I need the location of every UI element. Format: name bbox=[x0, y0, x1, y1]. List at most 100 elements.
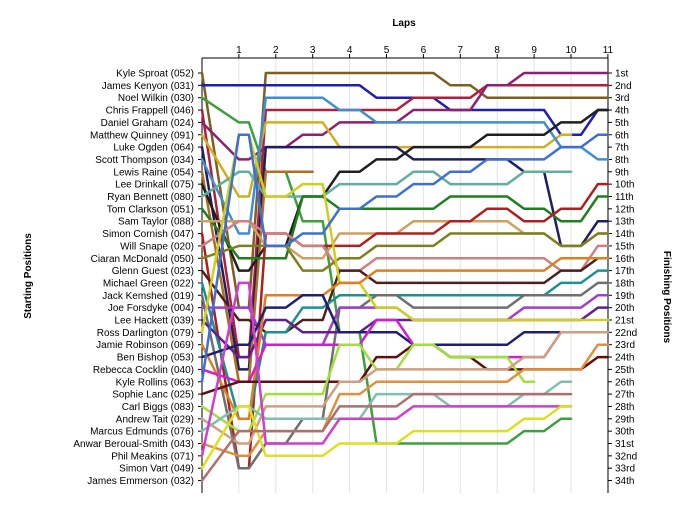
driver-series-line-23 bbox=[200, 257, 610, 421]
top-axis-title: Laps bbox=[392, 18, 416, 29]
lap-tick-label: 8 bbox=[494, 45, 500, 56]
driver-series-line-29 bbox=[200, 331, 610, 445]
finishing-position-label: 5th bbox=[615, 118, 629, 129]
starting-position-label: Anwar Beroual-Smith (043) bbox=[73, 439, 194, 450]
starting-position-label: Lewis Raine (054) bbox=[113, 167, 194, 178]
driver-series-line-1 bbox=[200, 71, 610, 309]
finishing-position-label: 28th bbox=[615, 402, 634, 413]
finishing-position-label: 14th bbox=[615, 229, 634, 240]
finishing-position-label: 33rd bbox=[615, 464, 635, 475]
finishing-position-label: 18th bbox=[615, 278, 634, 289]
starting-position-label: Simon Vart (049) bbox=[119, 464, 194, 475]
starting-position-label: Ryan Bennett (080) bbox=[107, 192, 194, 203]
finishing-position-label: 22nd bbox=[615, 328, 637, 339]
starting-position-label: Kyle Rollins (063) bbox=[116, 377, 194, 388]
tick-labels: 1 2 3 4 5 6 7 8 9 10 11 Kyle Sproat (052)James Keny… bbox=[73, 45, 637, 487]
lap-tick-label: 11 bbox=[603, 45, 614, 56]
axes bbox=[198, 54, 612, 493]
starting-position-label: Andrew Tait (029) bbox=[116, 414, 194, 425]
starting-position-label: Sam Taylor (088) bbox=[118, 217, 194, 228]
finishing-position-label: 26th bbox=[615, 377, 634, 388]
finishing-position-label: 31st bbox=[615, 439, 634, 450]
starting-position-label: Ben Bishop (053) bbox=[117, 353, 194, 364]
finishing-position-label: 11th bbox=[615, 192, 634, 203]
finishing-position-label: 24th bbox=[615, 353, 634, 364]
finishing-position-label: 17th bbox=[615, 266, 634, 277]
driver-series-line-5 bbox=[200, 71, 610, 161]
right-axis-title: Finishing Positions bbox=[661, 251, 672, 344]
starting-position-label: Marcus Edmunds (076) bbox=[90, 427, 194, 438]
driver-series-line-8 bbox=[200, 96, 610, 235]
lap-tick-label: 4 bbox=[347, 45, 353, 56]
starting-position-label: Matthew Quinney (091) bbox=[90, 130, 194, 141]
starting-position-label: James Kenyon (031) bbox=[102, 81, 194, 92]
driver-series-line-33 bbox=[200, 405, 573, 470]
lap-tick-label: 7 bbox=[458, 45, 464, 56]
finishing-position-label: 13th bbox=[615, 217, 634, 228]
finishing-position-label: 2nd bbox=[615, 81, 632, 92]
driver-series-line-34 bbox=[200, 392, 573, 482]
left-axis-title: Starting Positions bbox=[23, 233, 34, 319]
starting-position-label: Glenn Guest (023) bbox=[112, 266, 194, 277]
finishing-position-label: 25th bbox=[615, 365, 634, 376]
driver-series-line-4 bbox=[200, 84, 610, 359]
finishing-position-label: 4th bbox=[615, 106, 629, 117]
finishing-position-label: 34th bbox=[615, 476, 634, 487]
finishing-position-label: 1st bbox=[615, 69, 629, 80]
finishing-position-label: 3rd bbox=[615, 93, 629, 104]
driver-series-line-30 bbox=[200, 380, 573, 433]
starting-position-label: Ciaran McDonald (050) bbox=[91, 254, 194, 265]
starting-position-label: Carl Biggs (083) bbox=[122, 402, 194, 413]
starting-position-label: Michael Green (022) bbox=[103, 278, 194, 289]
driver-series-line-10 bbox=[200, 108, 610, 272]
starting-position-label: Tom Clarkson (051) bbox=[107, 204, 194, 215]
lap-tick-label: 2 bbox=[273, 45, 279, 56]
driver-series-line-18 bbox=[200, 269, 610, 421]
starting-position-label: Daniel Graham (024) bbox=[101, 118, 194, 129]
driver-series-line-26 bbox=[200, 133, 610, 384]
series-lines bbox=[200, 71, 610, 482]
finishing-position-label: 16th bbox=[615, 254, 634, 265]
starting-position-label: Lee Hackett (039) bbox=[115, 316, 195, 327]
driver-series-line-22 bbox=[200, 133, 610, 334]
finishing-position-label: 15th bbox=[615, 241, 634, 252]
starting-position-label: Ross Darlington (079) bbox=[97, 328, 194, 339]
finishing-position-label: 30th bbox=[615, 427, 634, 438]
finishing-position-label: 20th bbox=[615, 303, 634, 314]
finishing-position-label: 21st bbox=[615, 316, 634, 327]
starting-position-label: Scott Thompson (034) bbox=[95, 155, 194, 166]
starting-position-label: Joe Forsdyke (004) bbox=[108, 303, 194, 314]
lap-tick-label: 5 bbox=[384, 45, 390, 56]
starting-position-label: Noel Wilkin (030) bbox=[118, 93, 194, 104]
lap-tick-label: 1 bbox=[236, 45, 242, 56]
finishing-position-label: 6th bbox=[615, 130, 629, 141]
finishing-position-label: 7th bbox=[615, 143, 629, 154]
lap-tick-label: 9 bbox=[531, 45, 537, 56]
finishing-position-label: 8th bbox=[615, 155, 629, 166]
finishing-position-label: 32nd bbox=[615, 451, 637, 462]
finishing-position-label: 10th bbox=[615, 180, 634, 191]
driver-series-line-19 bbox=[200, 281, 610, 470]
starting-position-label: Will Snape (020) bbox=[120, 241, 194, 252]
finishing-position-label: 12th bbox=[615, 204, 634, 215]
finishing-position-label: 27th bbox=[615, 390, 634, 401]
lap-tick-label: 3 bbox=[310, 45, 316, 56]
starting-position-label: Luke Ogden (064) bbox=[113, 143, 194, 154]
starting-position-label: Jamie Robinson (069) bbox=[96, 340, 194, 351]
driver-series-line-16 bbox=[200, 232, 610, 272]
finishing-position-label: 23rd bbox=[615, 340, 635, 351]
starting-position-label: James Emmerson (032) bbox=[87, 476, 194, 487]
starting-position-label: Sophie Lanc (025) bbox=[112, 390, 194, 401]
lap-tick-label: 6 bbox=[421, 45, 427, 56]
starting-position-label: Phil Meakins (071) bbox=[111, 451, 194, 462]
starting-position-label: Kyle Sproat (052) bbox=[116, 69, 194, 80]
starting-position-label: Chris Frappell (046) bbox=[106, 106, 194, 117]
starting-position-label: Simon Cornish (047) bbox=[102, 229, 194, 240]
starting-position-label: Jack Kemshed (019) bbox=[102, 291, 194, 302]
starting-position-label: Rebecca Cocklin (040) bbox=[93, 365, 194, 376]
driver-series-line-15 bbox=[200, 219, 610, 272]
finishing-position-label: 19th bbox=[615, 291, 634, 302]
driver-series-line-32 bbox=[200, 281, 573, 458]
lap-tick-label: 10 bbox=[565, 45, 577, 56]
